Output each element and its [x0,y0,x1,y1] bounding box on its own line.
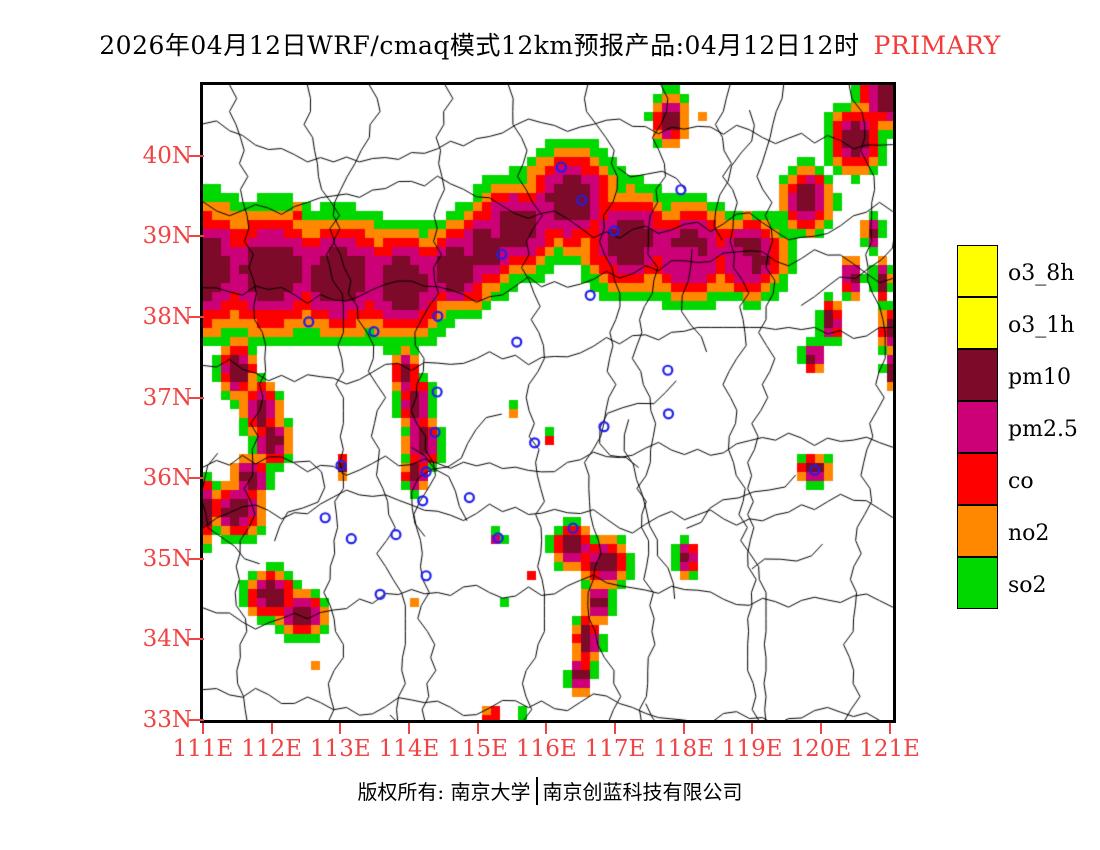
y-axis-label: 33N [142,707,192,733]
legend-swatch [957,401,998,453]
x-axis-tick [476,723,479,734]
x-axis-tick [339,723,342,734]
x-axis-label: 119E [721,736,783,762]
y-axis-tick [189,557,204,560]
x-axis-tick [682,723,685,734]
legend-swatch [957,453,998,505]
y-axis-label: 36N [142,465,192,492]
title-text: 2026年04月12日WRF/cmaq模式12km预报产品:04月12日12时 [99,31,860,60]
y-axis-label: 38N [142,304,192,331]
x-axis-label: 113E [309,736,371,762]
y-axis-label: 37N [142,384,192,411]
footer-right-text: 南京创蓝科技有限公司 [542,780,743,804]
y-axis-tick [189,235,204,238]
legend-label: o3_8h [1008,261,1075,286]
legend-item-pm10: pm10 [957,349,1071,401]
legend-label: o3_1h [1008,313,1075,338]
legend-item-so2: so2 [957,557,1047,609]
x-axis-label: 121E [859,736,920,762]
y-axis-label: 39N [142,223,192,250]
x-axis-label: 115E [447,736,508,762]
copyright-footer: 版权所有: 南京大学 南京创蓝科技有限公司 [0,776,1100,805]
legend-swatch [957,245,998,297]
y-axis-label: 40N [142,142,192,169]
x-axis-tick [751,723,754,734]
title-pollutant-tag: PRIMARY [873,31,1001,60]
forecast-map-canvas [203,85,893,720]
legend-label: so2 [1008,573,1047,598]
legend-swatch [957,505,998,557]
x-axis-tick [888,723,891,734]
x-axis-label: 112E [241,736,302,762]
y-axis-tick [189,154,204,157]
y-axis-tick [189,638,204,641]
footer-divider [535,776,538,805]
y-axis-tick [189,396,204,399]
legend-item-pm2_5: pm2.5 [957,401,1078,453]
legend-item-o3_8h: o3_8h [957,245,1074,297]
x-axis-label: 120E [790,736,852,762]
x-axis-tick [613,723,616,734]
y-axis-tick [189,477,204,480]
legend-swatch [957,297,998,349]
legend-swatch [957,557,998,609]
x-axis-label: 114E [378,736,440,762]
legend-item-co: co [957,453,1034,505]
y-axis-label: 34N [142,626,192,653]
y-axis-tick [189,316,204,319]
x-axis-tick [202,723,204,734]
x-axis-tick [819,723,822,734]
x-axis-tick [270,723,273,734]
x-axis-tick [545,723,548,734]
legend-item-no2: no2 [957,505,1049,557]
x-axis-tick [407,723,410,734]
y-axis-tick [189,719,204,721]
y-axis-label: 35N [142,545,192,572]
legend-label: no2 [1008,521,1050,546]
x-axis-label: 116E [515,736,577,762]
x-axis-label: 111E [172,736,234,762]
legend-label: pm10 [1008,365,1071,390]
legend-swatch [957,349,998,401]
map-frame [200,82,896,723]
footer-left-text: 版权所有: 南京大学 [357,780,531,804]
x-axis-label: 118E [653,736,714,762]
legend-label: co [1008,469,1034,494]
page-title: 2026年04月12日WRF/cmaq模式12km预报产品:04月12日12时 P… [0,26,1100,62]
x-axis-label: 117E [584,736,646,762]
legend-item-o3_1h: o3_1h [957,297,1074,349]
legend-label: pm2.5 [1008,417,1078,442]
